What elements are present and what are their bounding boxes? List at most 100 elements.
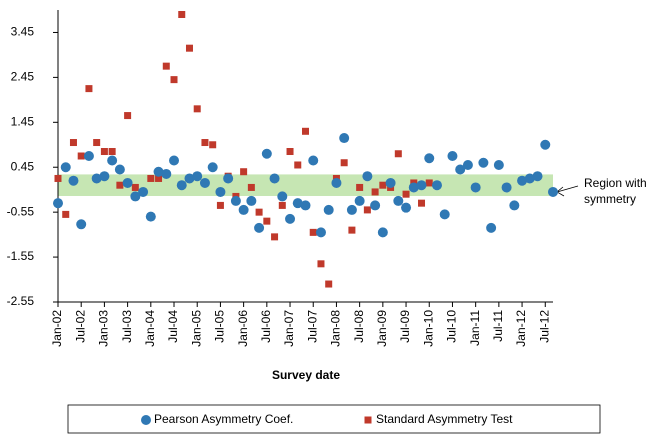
data-point — [145, 211, 156, 222]
x-tick-label: Jan-05 — [189, 310, 203, 347]
x-tick-label: Jan-04 — [143, 310, 157, 347]
annotation-line: Region with — [584, 176, 647, 190]
x-tick-label: Jan-12 — [514, 310, 528, 347]
data-point — [424, 153, 435, 164]
x-tick-label: Jul-11 — [491, 310, 505, 342]
data-point — [255, 208, 263, 216]
data-point — [325, 280, 333, 288]
data-point — [401, 202, 412, 213]
data-point — [155, 174, 163, 182]
data-point — [408, 182, 419, 193]
data-point — [377, 227, 388, 238]
data-point — [192, 171, 203, 182]
data-point — [371, 188, 379, 196]
data-point — [462, 159, 473, 170]
data-point — [317, 260, 325, 268]
data-point — [439, 209, 450, 220]
x-tick-label: Jan-08 — [329, 310, 343, 347]
data-point — [91, 173, 102, 184]
data-point — [100, 148, 108, 156]
data-point — [379, 181, 387, 189]
data-point — [263, 217, 271, 225]
y-tick-label: -0.55 — [7, 204, 35, 218]
data-point — [207, 162, 218, 173]
x-tick-label: Jul-07 — [305, 310, 319, 343]
data-point — [278, 201, 286, 209]
annotation-arrow — [556, 185, 579, 197]
data-point — [93, 139, 101, 147]
data-point — [540, 139, 551, 150]
data-point — [370, 200, 381, 211]
data-point — [309, 228, 317, 236]
data-point — [162, 62, 170, 70]
data-point — [331, 177, 342, 188]
data-point — [216, 201, 224, 209]
data-point — [271, 233, 279, 241]
data-point — [178, 10, 186, 18]
data-point — [124, 112, 132, 120]
x-tick-label: Jan-07 — [282, 310, 296, 347]
data-point — [277, 191, 288, 202]
data-point — [509, 200, 520, 211]
legend-marker — [364, 416, 372, 424]
data-point — [517, 175, 528, 186]
data-point — [201, 139, 209, 147]
data-point — [292, 198, 303, 209]
data-point — [470, 182, 481, 193]
data-point — [68, 175, 79, 186]
data-point — [153, 166, 164, 177]
data-point — [385, 177, 396, 188]
data-point — [402, 190, 410, 198]
x-tick-label: Jul-05 — [213, 310, 227, 343]
data-point — [302, 127, 309, 135]
data-point — [323, 204, 334, 215]
series — [53, 133, 558, 238]
data-point — [114, 164, 125, 175]
data-point — [77, 152, 85, 160]
data-point — [346, 204, 357, 215]
legend-label: Standard Asymmetry Test — [376, 412, 513, 426]
legend-item: Standard Asymmetry Test — [364, 412, 513, 426]
data-point — [300, 200, 311, 211]
data-point — [362, 171, 373, 182]
data-point — [478, 157, 489, 168]
data-point — [246, 195, 257, 206]
data-point — [53, 198, 63, 209]
data-point — [199, 177, 210, 188]
data-point — [486, 222, 497, 233]
data-point — [356, 183, 364, 191]
x-tick-label: Jan-11 — [468, 310, 482, 346]
annotation-line: symmetry — [584, 192, 636, 206]
x-tick-label: Jul-03 — [120, 310, 134, 343]
y-tick-label: 3.45 — [11, 25, 35, 39]
data-point — [340, 159, 348, 167]
data-point — [247, 183, 255, 191]
data-point — [122, 177, 133, 188]
data-point — [176, 180, 187, 191]
data-point — [524, 173, 535, 184]
data-point — [425, 179, 433, 187]
data-point — [348, 226, 356, 234]
data-point — [99, 171, 110, 182]
data-point — [363, 206, 371, 214]
data-point — [223, 173, 234, 184]
data-point — [215, 186, 226, 197]
x-tick-label: Jan-02 — [50, 310, 64, 347]
data-point — [147, 174, 155, 182]
data-point — [315, 227, 326, 238]
legend-box — [67, 404, 601, 434]
x-tick-label: Jan-10 — [421, 310, 435, 347]
data-point — [54, 174, 62, 182]
data-point — [193, 105, 201, 113]
data-point — [339, 133, 350, 144]
data-point — [107, 155, 118, 166]
y-tick-label: -1.55 — [7, 249, 35, 263]
y-tick-label: 2.45 — [11, 70, 35, 84]
data-point — [416, 180, 427, 191]
data-point — [532, 171, 543, 182]
y-tick-label: -2.55 — [7, 294, 35, 308]
data-point — [418, 199, 426, 207]
x-axis-label: Survey date — [272, 368, 340, 382]
data-point — [308, 155, 319, 166]
data-point — [493, 159, 504, 170]
